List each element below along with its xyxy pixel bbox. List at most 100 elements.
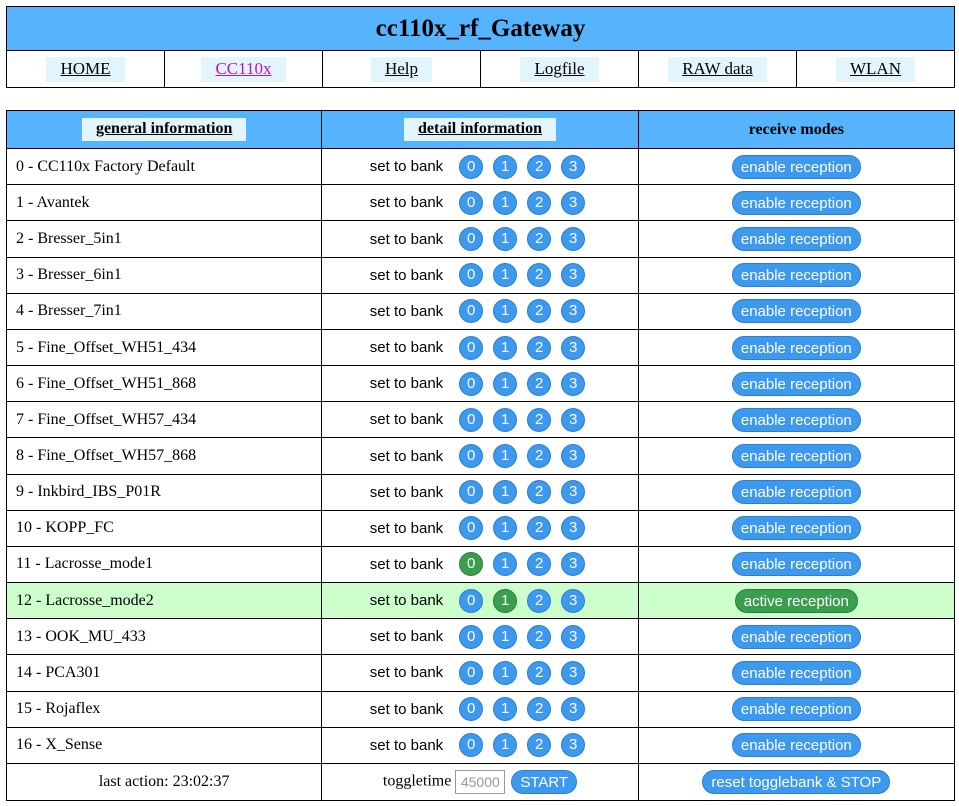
enable-reception-button[interactable]: enable reception <box>731 263 861 288</box>
bank-2-button[interactable]: 2 <box>527 697 552 722</box>
bank-1-button[interactable]: 1 <box>493 227 518 252</box>
bank-0-button[interactable]: 0 <box>459 371 484 396</box>
nav-link-help[interactable]: Help <box>370 56 433 82</box>
enable-reception-button[interactable]: enable reception <box>731 516 861 541</box>
reset-togglebank-stop-button[interactable]: reset togglebank & STOP <box>702 770 891 794</box>
bank-3-button[interactable]: 3 <box>561 371 586 396</box>
bank-3-button[interactable]: 3 <box>561 190 586 215</box>
bank-3-button[interactable]: 3 <box>561 588 586 613</box>
bank-0-button[interactable]: 0 <box>459 516 484 541</box>
toggletime-input[interactable]: 45000 <box>455 770 506 794</box>
bank-2-button[interactable]: 2 <box>527 227 552 252</box>
bank-1-button[interactable]: 1 <box>493 335 518 360</box>
bank-0-button[interactable]: 0 <box>459 227 484 252</box>
bank-1-button[interactable]: 1 <box>493 660 518 685</box>
enable-reception-button[interactable]: enable reception <box>731 660 861 685</box>
bank-1-button[interactable]: 1 <box>493 697 518 722</box>
bank-2-button[interactable]: 2 <box>527 552 552 577</box>
enable-reception-button[interactable]: enable reception <box>731 335 861 360</box>
bank-3-button[interactable]: 3 <box>561 263 586 288</box>
enable-reception-button[interactable]: enable reception <box>731 444 861 468</box>
bank-1-button[interactable]: 1 <box>493 552 518 577</box>
bank-2-button[interactable]: 2 <box>527 299 552 324</box>
bank-3-button[interactable]: 3 <box>561 480 586 505</box>
enable-reception-button[interactable]: enable reception <box>731 480 861 505</box>
bank-0-button[interactable]: 0 <box>459 552 484 577</box>
bank-1-button[interactable]: 1 <box>493 371 518 396</box>
bank-1-button[interactable]: 1 <box>493 407 518 432</box>
bank-3-button[interactable]: 3 <box>561 697 586 722</box>
bank-0-button[interactable]: 0 <box>459 697 484 722</box>
bank-3-button[interactable]: 3 <box>561 516 586 541</box>
enable-reception-button[interactable]: enable reception <box>731 227 861 252</box>
bank-2-button[interactable]: 2 <box>527 335 552 360</box>
mode-name-cell: 10 - KOPP_FC <box>5 509 323 547</box>
bank-2-button[interactable]: 2 <box>527 190 552 215</box>
bank-1-button[interactable]: 1 <box>493 444 518 468</box>
bank-cell: set to bank 0 1 2 3 <box>321 654 639 692</box>
enable-reception-button[interactable]: enable reception <box>731 697 861 722</box>
bank-0-button[interactable]: 0 <box>459 190 484 215</box>
bank-3-button[interactable]: 3 <box>561 154 586 179</box>
bank-2-button[interactable]: 2 <box>527 480 552 505</box>
bank-1-button[interactable]: 1 <box>493 154 518 179</box>
bank-cell: set to bank 0 1 2 3 <box>321 437 639 475</box>
nav-cell-home: HOME <box>7 51 165 87</box>
bank-1-button[interactable]: 1 <box>493 588 518 613</box>
nav-link-wlan[interactable]: WLAN <box>836 56 915 82</box>
bank-0-button[interactable]: 0 <box>459 480 484 505</box>
general-information-link[interactable]: general information <box>81 118 247 142</box>
bank-0-button[interactable]: 0 <box>459 407 484 432</box>
bank-2-button[interactable]: 2 <box>527 444 552 468</box>
enable-reception-button[interactable]: enable reception <box>731 371 861 396</box>
active-reception-button[interactable]: active reception <box>734 588 858 613</box>
bank-0-button[interactable]: 0 <box>459 733 484 758</box>
bank-1-button[interactable]: 1 <box>493 733 518 758</box>
bank-0-button[interactable]: 0 <box>459 154 484 179</box>
bank-1-button[interactable]: 1 <box>493 516 518 541</box>
detail-information-link[interactable]: detail information <box>403 118 556 142</box>
bank-1-button[interactable]: 1 <box>493 480 518 505</box>
bank-3-button[interactable]: 3 <box>561 335 586 360</box>
bank-3-button[interactable]: 3 <box>561 552 586 577</box>
bank-2-button[interactable]: 2 <box>527 588 552 613</box>
nav-link-logfile[interactable]: Logfile <box>520 56 599 82</box>
bank-1-button[interactable]: 1 <box>493 299 518 324</box>
enable-reception-button[interactable]: enable reception <box>731 624 861 649</box>
bank-1-button[interactable]: 1 <box>493 263 518 288</box>
bank-3-button[interactable]: 3 <box>561 299 586 324</box>
enable-reception-button[interactable]: enable reception <box>731 154 861 179</box>
bank-2-button[interactable]: 2 <box>527 263 552 288</box>
bank-1-button[interactable]: 1 <box>493 624 518 649</box>
enable-reception-button[interactable]: enable reception <box>731 733 861 758</box>
bank-2-button[interactable]: 2 <box>527 733 552 758</box>
bank-0-button[interactable]: 0 <box>459 588 484 613</box>
bank-0-button[interactable]: 0 <box>459 263 484 288</box>
bank-3-button[interactable]: 3 <box>561 444 586 468</box>
bank-3-button[interactable]: 3 <box>561 227 586 252</box>
bank-2-button[interactable]: 2 <box>527 371 552 396</box>
enable-reception-button[interactable]: enable reception <box>731 552 861 577</box>
bank-0-button[interactable]: 0 <box>459 624 484 649</box>
nav-link-home[interactable]: HOME <box>46 56 125 82</box>
bank-3-button[interactable]: 3 <box>561 624 586 649</box>
enable-reception-button[interactable]: enable reception <box>731 407 861 432</box>
bank-0-button[interactable]: 0 <box>459 660 484 685</box>
nav-link-cc110x[interactable]: CC110x <box>201 56 286 82</box>
bank-0-button[interactable]: 0 <box>459 299 484 324</box>
bank-2-button[interactable]: 2 <box>527 407 552 432</box>
bank-0-button[interactable]: 0 <box>459 444 484 468</box>
enable-reception-button[interactable]: enable reception <box>731 299 861 324</box>
enable-reception-button[interactable]: enable reception <box>731 190 861 215</box>
bank-2-button[interactable]: 2 <box>527 660 552 685</box>
bank-2-button[interactable]: 2 <box>527 624 552 649</box>
bank-0-button[interactable]: 0 <box>459 335 484 360</box>
bank-2-button[interactable]: 2 <box>527 154 552 179</box>
bank-3-button[interactable]: 3 <box>561 660 586 685</box>
bank-1-button[interactable]: 1 <box>493 190 518 215</box>
bank-2-button[interactable]: 2 <box>527 516 552 541</box>
nav-link-raw-data[interactable]: RAW data <box>668 56 767 82</box>
bank-3-button[interactable]: 3 <box>561 407 586 432</box>
start-button[interactable]: START <box>511 770 578 794</box>
bank-3-button[interactable]: 3 <box>561 733 586 758</box>
